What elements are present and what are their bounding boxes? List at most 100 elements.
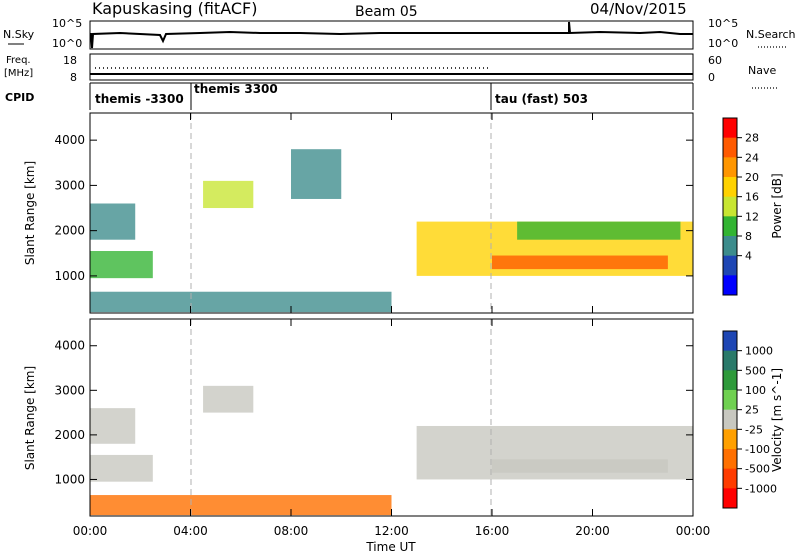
velocity-colorbar-label: Velocity [m s^-1] — [770, 368, 784, 472]
velocity-colorbar-tick-label-4: -25 — [745, 423, 763, 436]
velocity-colorbar-block-2 — [723, 370, 737, 391]
beam-title: Beam 05 — [355, 4, 418, 20]
power-region-6 — [492, 255, 668, 270]
power-region-3 — [203, 180, 254, 209]
noise-right-tick-bottom: 10^0 — [708, 37, 738, 50]
time-tick-label-2: 08:00 — [274, 524, 309, 538]
nsearch-label: N.Search — [746, 28, 796, 41]
freq-right-tick-top: 60 — [708, 54, 722, 67]
power-colorbar-blocks — [723, 118, 737, 296]
power-colorbar-block-2 — [723, 157, 737, 178]
velocity-region-2 — [90, 495, 392, 516]
noise-trace — [90, 21, 693, 49]
power-colorbar-block-1 — [723, 137, 737, 158]
power-colorbar-tick-label-0: 28 — [745, 132, 759, 145]
freq-left-tick-bottom: 8 — [70, 71, 77, 84]
power-regions — [90, 149, 693, 313]
noise-panel: N.Sky 10^5 10^0 10^5 10^0 N.Search — [3, 17, 796, 50]
power-colorbar-block-3 — [723, 177, 737, 198]
power-colorbar-ticks: 28 24 20 16 12 8 4 — [737, 132, 759, 263]
power-colorbar-block-8 — [723, 275, 737, 296]
power-colorbar-tick-label-5: 8 — [745, 230, 752, 243]
velocity-range-tick-label-3: 4000 — [54, 339, 85, 353]
power-range-axis-label: Slant Range [km] — [23, 161, 37, 265]
power-colorbar-block-6 — [723, 236, 737, 257]
velocity-region-5 — [492, 459, 668, 473]
velocity-range-ticks: 1000 2000 3000 4000 — [54, 339, 693, 486]
time-tick-label-5: 20:00 — [575, 524, 610, 538]
power-colorbar-tick-label-2: 20 — [745, 171, 759, 184]
velocity-colorbar-tick-label-2: 100 — [745, 384, 766, 397]
velocity-range-tick-label-1: 2000 — [54, 428, 85, 442]
power-colorbar: 28 24 20 16 12 8 4 Power [dB] — [722, 117, 784, 296]
cpid-panel: CPID themis -3300 themis 3300 tau (fast)… — [5, 82, 694, 110]
power-colorbar-block-5 — [723, 216, 737, 237]
date-title: 04/Nov/2015 — [590, 0, 687, 18]
power-colorbar-block-4 — [723, 196, 737, 217]
power-colorbar-tick-label-4: 12 — [745, 210, 759, 223]
velocity-colorbar-tick-label-6: -500 — [745, 463, 770, 476]
velocity-range-axis-label: Slant Range [km] — [23, 366, 37, 470]
nsky-label: N.Sky — [3, 28, 35, 41]
velocity-colorbar-block-0 — [723, 331, 737, 352]
velocity-colorbar-block-3 — [723, 390, 737, 411]
velocity-colorbar-block-4 — [723, 409, 737, 430]
nave-label: Nave — [748, 64, 776, 77]
freq-label-line2: [MHz] — [4, 68, 33, 79]
cpid-segment-2: tau (fast) 503 — [495, 92, 588, 106]
cpid-label: CPID — [5, 91, 34, 104]
power-panel: 1000 2000 3000 4000 Slant Range [km] — [23, 112, 694, 314]
power-region-2 — [90, 291, 392, 313]
power-range-tick-label-0: 1000 — [54, 269, 85, 283]
noise-left-tick-bottom: 10^0 — [52, 37, 82, 50]
freq-label-line1: Freq. — [6, 55, 31, 66]
power-colorbar-block-0 — [723, 118, 737, 139]
velocity-colorbar: 1000 500 100 25 -25 -100 -500 -1000 Velocity [m… — [722, 330, 784, 509]
power-region-7 — [517, 221, 681, 240]
power-range-tick-label-3: 4000 — [54, 133, 85, 147]
velocity-range-tick-label-0: 1000 — [54, 472, 85, 486]
time-tick-label-0: 00:00 — [73, 524, 108, 538]
power-colorbar-tick-label-3: 16 — [745, 191, 759, 204]
station-title: Kapuskasing (fitACF) — [92, 0, 257, 18]
velocity-panel: 1000 2000 3000 4000 Slant Range [km] — [23, 318, 694, 517]
power-colorbar-block-7 — [723, 255, 737, 276]
velocity-colorbar-tick-label-1: 500 — [745, 364, 766, 377]
power-range-tick-label-2: 3000 — [54, 178, 85, 192]
velocity-colorbar-tick-label-0: 1000 — [745, 345, 773, 358]
velocity-time-ticks — [89, 319, 694, 516]
freq-panel: Freq. [MHz] 18 8 60 0 Nave — [4, 53, 778, 89]
freq-right-tick-bottom: 0 — [708, 71, 715, 84]
power-region-0 — [90, 203, 136, 240]
cpid-segment-0: themis -3300 — [95, 92, 184, 106]
velocity-colorbar-tick-label-7: -1000 — [745, 482, 777, 495]
time-tick-labels: 00:00 04:00 08:00 12:00 16:00 20:00 00:00 — [73, 524, 711, 538]
cpid-segment-1: themis 3300 — [194, 82, 278, 96]
velocity-colorbar-block-7 — [723, 468, 737, 489]
power-colorbar-tick-label-6: 4 — [745, 250, 752, 263]
power-range-ticks: 1000 2000 3000 4000 — [54, 133, 693, 283]
velocity-colorbar-tick-label-5: -100 — [745, 443, 770, 456]
time-tick-label-1: 04:00 — [173, 524, 208, 538]
velocity-colorbar-block-8 — [723, 488, 737, 509]
velocity-colorbar-ticks: 1000 500 100 25 -25 -100 -500 -1000 — [737, 345, 777, 495]
velocity-range-tick-label-2: 3000 — [54, 383, 85, 397]
time-tick-label-3: 12:00 — [374, 524, 409, 538]
velocity-region-1 — [90, 454, 153, 482]
velocity-colorbar-block-1 — [723, 350, 737, 371]
power-colorbar-tick-label-1: 24 — [745, 151, 759, 164]
power-region-1 — [90, 251, 153, 279]
noise-right-tick-top: 10^5 — [708, 17, 738, 30]
velocity-colorbar-block-6 — [723, 449, 737, 470]
velocity-colorbar-tick-label-3: 25 — [745, 404, 759, 417]
time-axis-label: Time UT — [365, 540, 416, 554]
time-tick-label-4: 16:00 — [475, 524, 510, 538]
freq-left-tick-top: 18 — [63, 54, 77, 67]
noise-left-tick-top: 10^5 — [52, 17, 82, 30]
power-time-ticks — [89, 113, 694, 313]
velocity-colorbar-blocks — [723, 331, 737, 509]
power-range-tick-label-1: 2000 — [54, 224, 85, 238]
time-tick-label-6: 00:00 — [676, 524, 711, 538]
velocity-regions — [90, 385, 693, 516]
